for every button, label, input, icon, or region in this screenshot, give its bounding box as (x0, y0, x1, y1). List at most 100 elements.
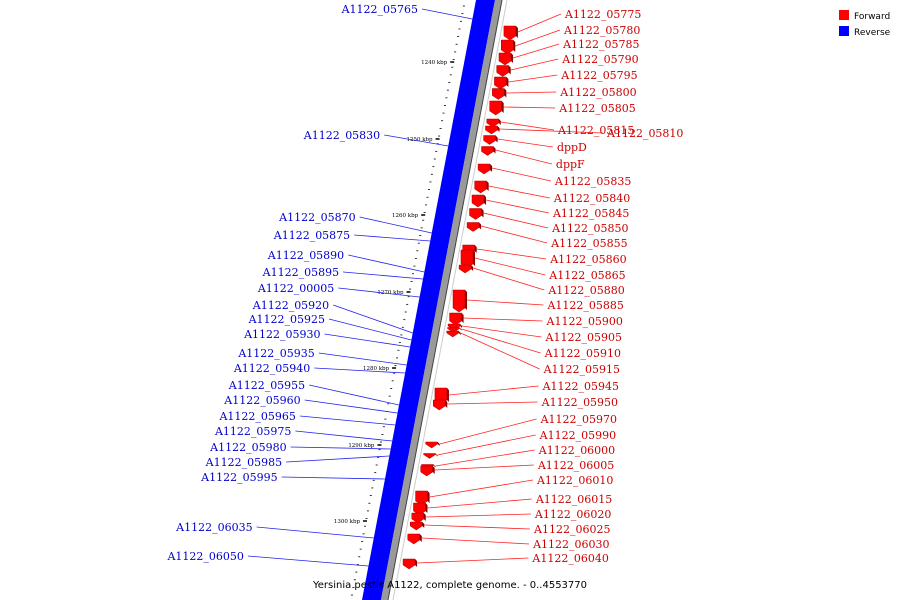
forward-leader-line (466, 299, 544, 306)
forward-gene-block (469, 208, 482, 220)
kbp-ruler: 1240 kbp 1250 kbp 1260 kbp 1270 kbp 1280 kbp… (334, 5, 465, 596)
forward-leader-line (447, 401, 538, 405)
forward-gene-shade (415, 559, 418, 567)
forward-gene-label: dppF (556, 158, 585, 171)
reverse-leader-line (318, 352, 407, 366)
forward-gene-label: A1122_06040 (531, 552, 608, 565)
forward-gene-label: A1122_06005 (537, 459, 614, 472)
reverse-leader-line (304, 399, 398, 414)
forward-gene-shade (425, 503, 428, 513)
forward-gene-block (483, 135, 496, 145)
forward-gene-shade (515, 26, 518, 38)
forward-gene-label: A1122_05860 (549, 253, 626, 266)
kbp-tick-label: 1240 kbp (421, 60, 448, 66)
forward-leader-line (503, 106, 556, 109)
forward-gene-block (420, 465, 433, 477)
forward-gene-shade (435, 453, 438, 457)
kbp-tick-label: 1250 kbp (406, 137, 433, 143)
reverse-leader-line (328, 318, 412, 341)
reverse-leader-line (256, 526, 374, 539)
label-leader-lines (247, 8, 604, 567)
forward-gene-block (501, 39, 514, 55)
forward-gene-shade (432, 466, 435, 474)
forward-gene-blocks (402, 25, 518, 570)
reverse-gene-label: A1122_05895 (262, 266, 339, 279)
forward-gene-block (498, 52, 512, 66)
forward-gene-block (411, 512, 425, 524)
reverse-leader-line (338, 287, 420, 298)
kbp-tick-label: 1280 kbp (363, 366, 390, 372)
forward-gene-label: dppD (557, 141, 587, 154)
forward-leader-line (491, 167, 551, 182)
forward-gene-shade (498, 119, 501, 125)
forward-gene-shade (479, 222, 482, 230)
forward-leader-line (421, 537, 530, 545)
legend-label-reverse: Reverse (854, 28, 891, 38)
kbp-tick-label: 1270 kbp (377, 290, 404, 296)
forward-gene-label: A1122_05945 (542, 380, 619, 393)
forward-leader-line (434, 464, 534, 471)
forward-leader-line (485, 199, 550, 214)
forward-leader-line (417, 557, 529, 564)
forward-gene-shade (510, 53, 513, 63)
forward-gene-block (425, 441, 438, 449)
reverse-gene-label: A1122_05890 (267, 249, 344, 262)
forward-leader-line (476, 248, 547, 260)
forward-gene-label: A1122_05910 (544, 347, 621, 360)
forward-leader-line (500, 121, 555, 131)
forward-leader-line (435, 449, 535, 467)
reverse-leader-line (354, 234, 431, 242)
reverse-leader-line (348, 254, 425, 273)
forward-gene-label: A1122_05790 (561, 53, 638, 66)
forward-leader-line (429, 479, 534, 498)
reverse-leader-line (299, 415, 396, 426)
forward-track-guide (392, 0, 508, 600)
forward-gene-label: A1122_05810 (606, 127, 683, 140)
forward-leader-line (517, 13, 562, 33)
reverse-strand-band (362, 0, 495, 600)
forward-gene-label: A1122_05780 (563, 24, 640, 37)
forward-leader-line (474, 257, 546, 276)
forward-gene-label: A1122_05915 (543, 363, 620, 376)
kbp-tick-label: 1290 kbp (348, 443, 375, 449)
forward-leader-line (439, 418, 537, 445)
forward-gene-label: A1122_05865 (548, 269, 625, 282)
forward-gene-label: A1122_05885 (546, 299, 623, 312)
forward-gene-block (474, 180, 487, 194)
forward-gene-shade (481, 208, 484, 218)
reverse-leader-line (286, 455, 390, 463)
forward-gene-shade (422, 522, 425, 528)
forward-gene-shade (446, 388, 449, 402)
forward-gene-label: A1122_06015 (535, 493, 612, 506)
reverse-leader-line (343, 271, 424, 280)
reverse-gene-label: A1122_05830 (303, 129, 380, 142)
forward-gene-label: A1122_06020 (534, 508, 611, 521)
reverse-gene-label: A1122_05920 (252, 299, 329, 312)
forward-gene-block (458, 264, 472, 274)
forward-gene-label: A1122_05905 (545, 331, 622, 344)
reverse-leader-line (359, 216, 432, 234)
forward-gene-shade (423, 513, 426, 521)
forward-gene-block (466, 222, 480, 232)
forward-leader-line (425, 513, 531, 518)
forward-gene-shade (465, 290, 467, 310)
forward-gene-shade (461, 313, 464, 323)
reverse-gene-label: A1122_06050 (166, 550, 243, 563)
forward-leader-line (495, 149, 553, 165)
forward-gene-block (485, 125, 498, 135)
reverse-leader-line (384, 134, 449, 147)
reverse-gene-label: A1122_05930 (243, 328, 320, 341)
forward-leader-line (497, 138, 553, 148)
forward-gene-label: A1122_05880 (547, 284, 624, 297)
forward-gene-block (486, 118, 500, 128)
forward-leader-line (424, 524, 531, 530)
reverse-gene-label: A1122_05875 (273, 229, 350, 242)
forward-gene-block (447, 327, 460, 333)
reverse-gene-label: A1122_05765 (341, 3, 418, 16)
forward-gene-shade (474, 245, 477, 253)
forward-gene-block (423, 453, 436, 459)
reverse-gene-label: A1122_05870 (278, 211, 355, 224)
forward-gene-shade (513, 40, 516, 52)
forward-gene-block (471, 194, 485, 208)
reverse-gene-label: A1122_05980 (209, 441, 286, 454)
